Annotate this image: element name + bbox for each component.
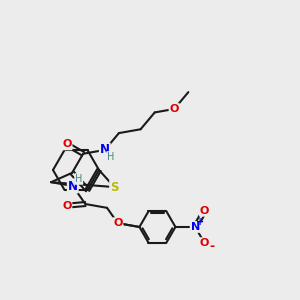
Text: N: N — [68, 179, 78, 193]
Text: -: - — [209, 240, 214, 253]
Text: O: O — [62, 140, 72, 149]
Text: O: O — [200, 206, 209, 216]
Text: H: H — [107, 152, 115, 162]
Text: N: N — [190, 222, 200, 232]
Text: O: O — [62, 201, 71, 211]
Text: S: S — [110, 181, 118, 194]
Text: +: + — [196, 217, 204, 227]
Text: O: O — [113, 218, 122, 228]
Text: N: N — [100, 143, 110, 157]
Text: O: O — [200, 238, 209, 248]
Text: H: H — [75, 174, 82, 184]
Text: O: O — [169, 104, 179, 114]
